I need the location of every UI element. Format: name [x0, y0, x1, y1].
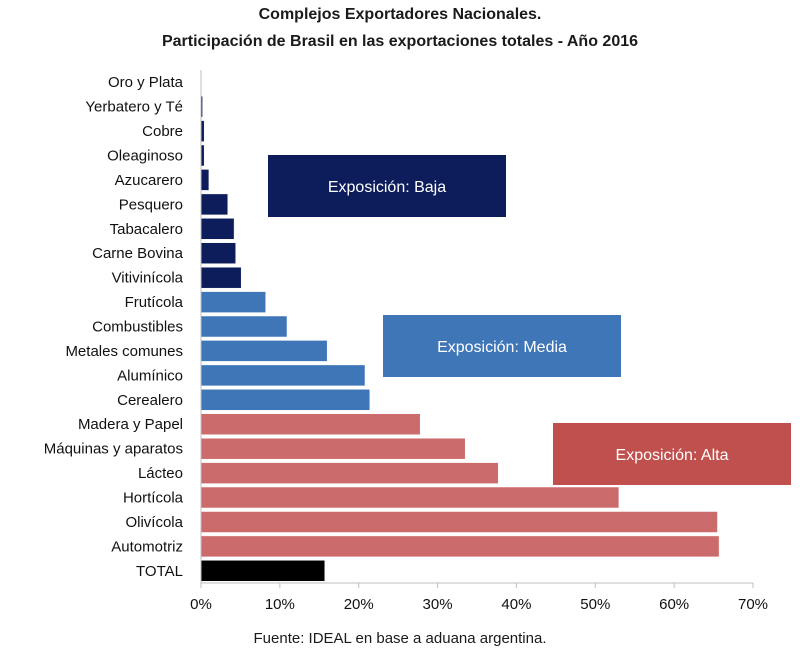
x-tick-label-0: 0%	[190, 596, 212, 613]
x-tick-label-4: 40%	[501, 596, 531, 613]
category-label-9: Frutícola	[125, 294, 184, 311]
bar-10	[200, 315, 288, 338]
category-label-1: Yerbatero y Té	[85, 99, 183, 116]
bar-16	[200, 462, 499, 484]
bar-9	[200, 291, 266, 313]
category-label-15: Máquinas y aparatos	[44, 441, 183, 458]
bar-20	[200, 560, 326, 582]
bar-17	[200, 486, 620, 509]
category-label-20: TOTAL	[136, 563, 183, 580]
x-tick-label-7: 70%	[738, 596, 768, 613]
bar-6	[200, 218, 235, 240]
category-label-6: Tabacalero	[110, 221, 183, 238]
category-label-18: Olivícola	[125, 514, 183, 531]
category-label-19: Automotriz	[111, 538, 183, 555]
bar-7	[200, 242, 236, 264]
x-tick-label-6: 60%	[659, 596, 689, 613]
category-label-10: Combustibles	[92, 319, 183, 336]
category-label-8: Vitivinícola	[112, 270, 184, 287]
bar-19	[200, 535, 720, 558]
category-label-7: Carne Bovina	[92, 245, 184, 262]
category-label-0: Oro y Plata	[108, 74, 184, 91]
chart-title: Complejos Exportadores Nacionales.	[258, 6, 542, 23]
category-label-5: Pesquero	[119, 196, 183, 213]
x-tick-label-3: 30%	[423, 596, 453, 613]
category-label-12: Alumínico	[117, 367, 183, 384]
bar-11	[200, 340, 328, 362]
bar-5	[200, 193, 229, 216]
bar-12	[200, 364, 366, 387]
annotation-media-label: Exposición: Media	[437, 339, 567, 356]
bar-18	[200, 511, 718, 533]
x-tick-label-2: 20%	[344, 596, 374, 613]
category-label-4: Azucarero	[115, 172, 183, 189]
category-label-17: Hortícola	[123, 490, 184, 507]
annotation-alta-box	[553, 423, 791, 485]
annotation-alta-label: Exposición: Alta	[616, 447, 729, 464]
category-label-14: Madera y Papel	[78, 416, 183, 433]
category-label-11: Metales comunes	[65, 343, 183, 360]
category-label-3: Oleaginoso	[107, 148, 183, 165]
x-tick-label-5: 50%	[580, 596, 610, 613]
bar-4	[200, 169, 210, 191]
chart-subtitle: Participación de Brasil en las exportaci…	[161, 33, 639, 50]
category-label-16: Lácteo	[138, 465, 183, 482]
bar-15	[200, 437, 466, 460]
category-label-2: Cobre	[142, 123, 183, 140]
annotation-media-box	[383, 315, 621, 377]
bar-8	[200, 266, 242, 289]
category-label-13: Cerealero	[117, 392, 183, 409]
source-note: Fuente: IDEAL en base a aduana argentina…	[253, 630, 547, 647]
annotation-baja-label: Exposición: Baja	[328, 179, 446, 196]
bar-14	[200, 413, 421, 435]
annotation-baja-box	[268, 155, 506, 217]
bar-13	[200, 389, 371, 411]
x-tick-label-1: 10%	[265, 596, 295, 613]
